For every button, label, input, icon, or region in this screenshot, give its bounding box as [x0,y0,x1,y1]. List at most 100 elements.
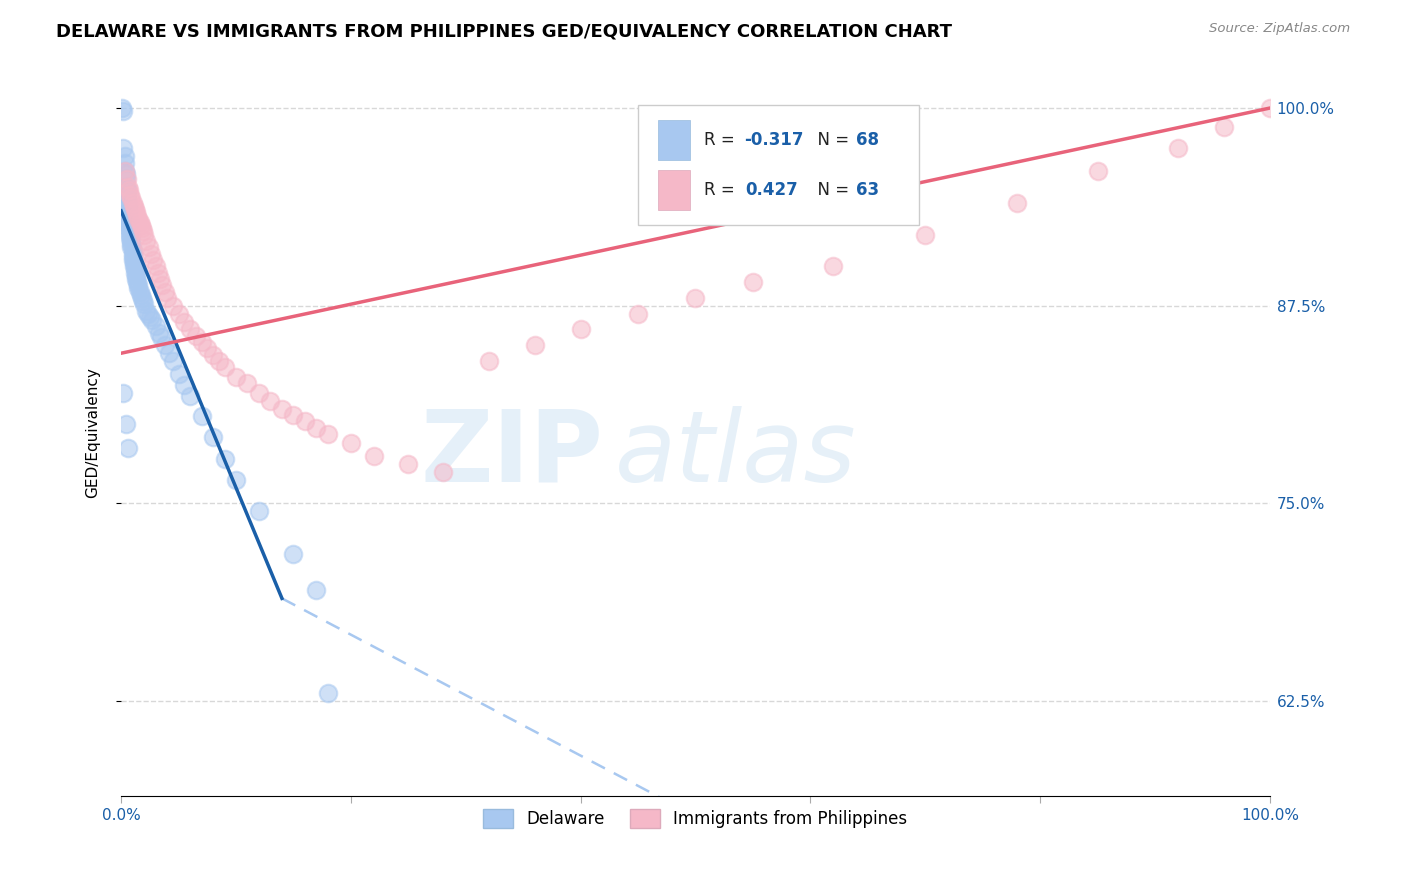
Point [124,266,146,280]
Point [125,205,148,219]
Point [114,156,136,170]
Point [131,291,153,305]
Point [1258,101,1281,115]
Point [129,287,152,301]
Point [114,164,136,178]
Point [153,338,176,352]
Point [132,224,155,238]
Point [316,426,339,441]
Point [190,335,212,350]
Point [118,183,141,197]
Point [115,196,138,211]
Point [112,385,135,400]
Point [115,172,138,186]
FancyBboxPatch shape [658,120,690,161]
Point [141,313,163,327]
Point [139,246,162,260]
Point [145,319,167,334]
Point [145,259,167,273]
Point [118,215,141,229]
Text: 63: 63 [856,181,879,199]
Point [127,281,149,295]
Point [150,330,173,344]
Point [283,547,305,561]
Text: N =: N = [807,131,855,149]
Point [127,275,149,289]
Point [685,291,707,305]
Point [173,377,195,392]
Legend: Delaware, Immigrants from Philippines: Delaware, Immigrants from Philippines [477,803,914,835]
Point [152,278,174,293]
Point [340,436,363,450]
Point [1212,120,1234,134]
Point [114,172,136,186]
Point [114,417,136,432]
Point [202,348,225,362]
Point [120,188,142,202]
Point [117,180,139,194]
Point [247,504,270,518]
Point [283,408,305,422]
Point [120,224,142,238]
FancyBboxPatch shape [638,105,920,225]
Point [396,457,419,471]
Point [202,430,225,444]
Text: atlas: atlas [614,406,856,502]
Point [112,140,135,154]
Point [121,250,143,264]
Point [117,199,139,213]
Point [157,346,180,360]
Point [1005,196,1028,211]
Point [131,221,153,235]
Point [121,234,143,248]
Point [225,473,247,487]
Point [138,240,160,254]
Point [167,307,190,321]
Point [118,211,141,226]
Point [122,256,145,270]
Point [156,291,179,305]
Point [128,285,150,299]
Point [823,259,845,273]
Point [114,164,136,178]
Point [149,272,172,286]
Point [167,367,190,381]
Point [1167,140,1189,154]
Point [741,275,763,289]
Text: DELAWARE VS IMMIGRANTS FROM PHILIPPINES GED/EQUIVALENCY CORRELATION CHART: DELAWARE VS IMMIGRANTS FROM PHILIPPINES … [56,22,952,40]
Point [115,193,138,207]
FancyBboxPatch shape [658,169,690,210]
Point [236,376,259,391]
Text: N =: N = [807,181,855,199]
Point [195,342,218,356]
Point [136,307,159,321]
Point [129,218,152,232]
Point [132,297,155,311]
Point [162,354,184,368]
Point [125,268,148,283]
Point [125,272,148,286]
Point [432,465,454,479]
Point [117,203,139,218]
Point [122,259,145,273]
Point [247,385,270,400]
Point [121,252,143,267]
Point [122,199,145,213]
Text: Source: ZipAtlas.com: Source: ZipAtlas.com [1209,22,1350,36]
Point [162,299,184,313]
Point [569,322,592,336]
Point [111,101,134,115]
Point [115,183,138,197]
Point [114,168,136,182]
Point [305,420,328,434]
Point [121,244,143,258]
Point [120,231,142,245]
Point [214,360,236,375]
Point [132,293,155,308]
Point [478,354,501,368]
Point [115,188,138,202]
Y-axis label: GED/Equivalency: GED/Equivalency [86,367,100,498]
Point [127,209,149,223]
Point [208,354,231,368]
Point [114,180,136,194]
